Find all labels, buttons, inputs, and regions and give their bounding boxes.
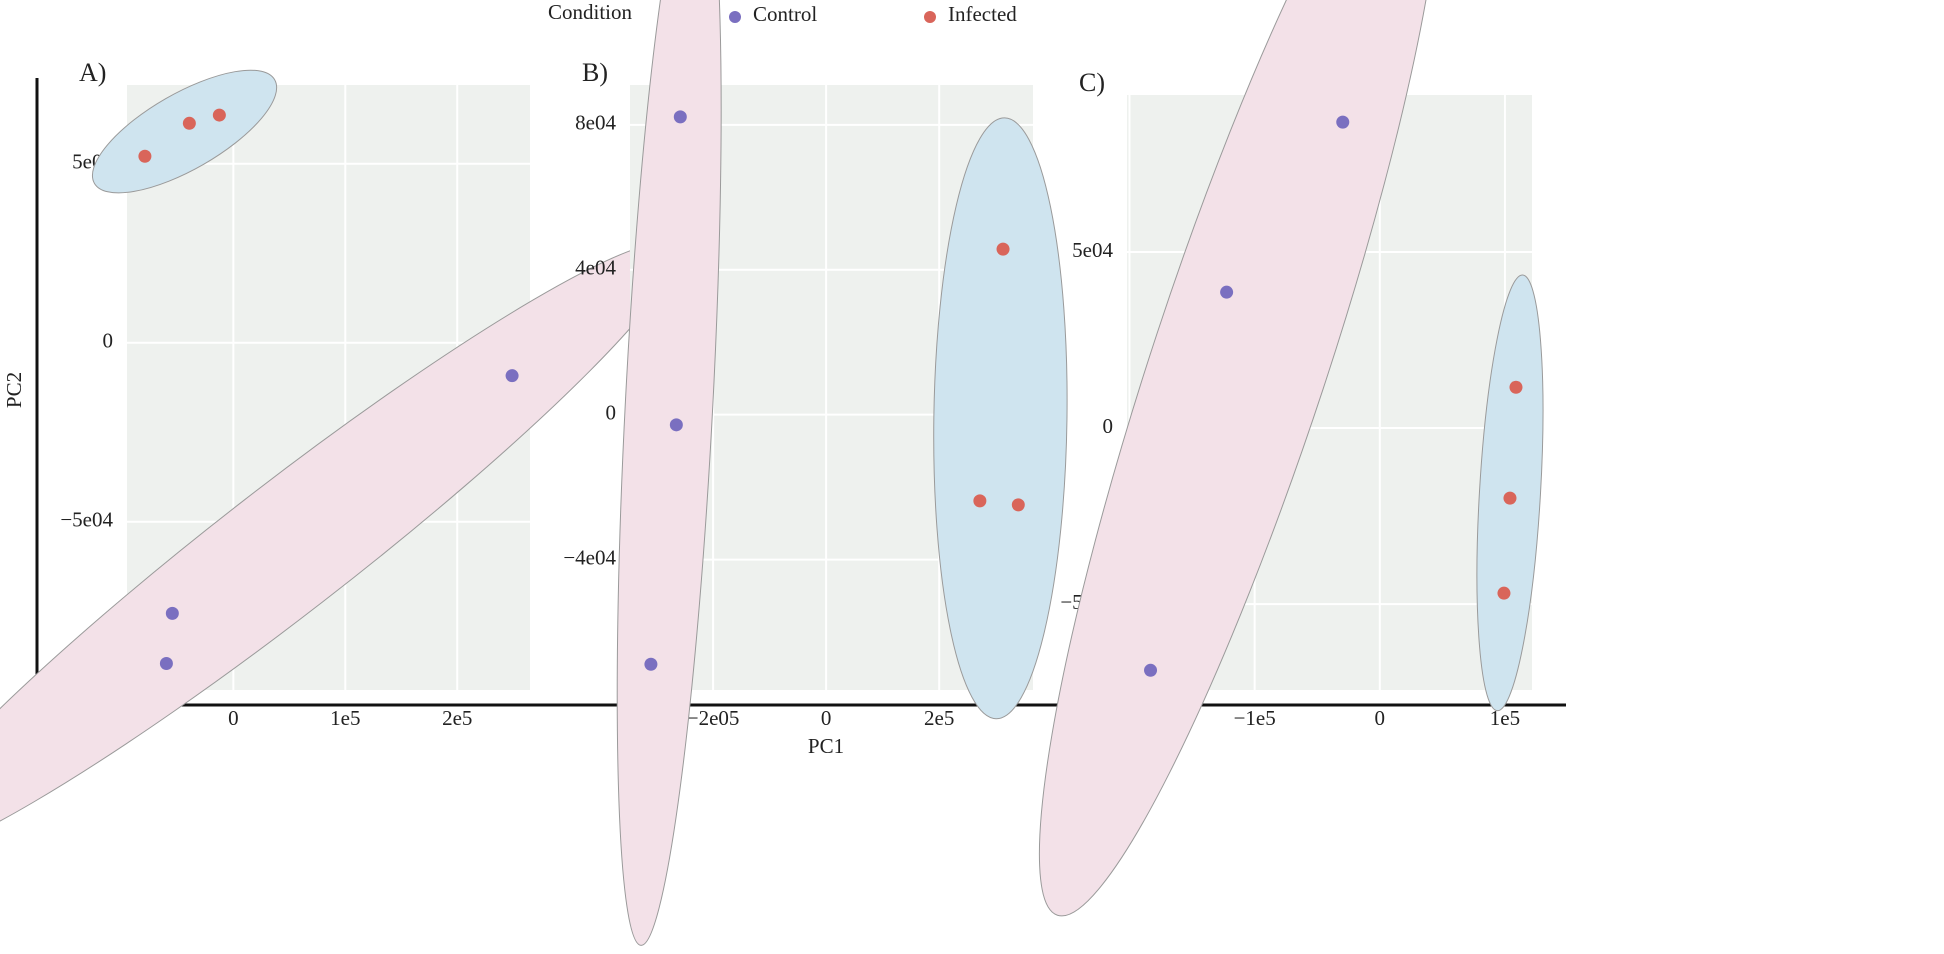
data-point xyxy=(159,657,173,671)
confidence-ellipse xyxy=(933,117,1068,720)
y-tick-label: −4e04 xyxy=(563,545,616,569)
panel-label: C) xyxy=(1079,68,1105,97)
y-axis-title: PC2 xyxy=(2,372,26,408)
y-tick-label: −5e04 xyxy=(60,508,113,532)
legend-label: Control xyxy=(753,2,817,26)
data-point xyxy=(1497,586,1511,600)
x-axis-title: PC1 xyxy=(808,734,844,758)
panel-label: B) xyxy=(582,58,608,87)
y-tick-label: 8e04 xyxy=(575,111,616,135)
x-tick-label: 0 xyxy=(821,706,832,730)
data-point xyxy=(644,657,658,671)
x-tick-label: 1e5 xyxy=(330,706,360,730)
data-point xyxy=(165,606,179,620)
data-point xyxy=(996,242,1010,256)
confidence-ellipse xyxy=(1038,0,1442,917)
y-tick-label: 0 xyxy=(606,400,617,424)
y-tick-label: 4e04 xyxy=(575,256,616,280)
data-point xyxy=(212,108,226,122)
data-point xyxy=(1336,115,1350,129)
confidence-ellipse xyxy=(91,69,278,194)
data-point xyxy=(1011,498,1025,512)
x-tick-label: 0 xyxy=(228,706,239,730)
legend-label: Infected xyxy=(948,2,1017,26)
x-tick-label: −2e05 xyxy=(687,706,740,730)
legend-title: Condition xyxy=(548,0,633,24)
confidence-ellipse xyxy=(616,0,722,946)
legend-swatch xyxy=(729,11,741,23)
data-point xyxy=(669,418,683,432)
data-point xyxy=(1509,380,1523,394)
data-point xyxy=(505,369,519,383)
data-point xyxy=(1220,285,1234,299)
data-point xyxy=(1144,663,1158,677)
legend-swatch xyxy=(924,11,936,23)
data-point xyxy=(182,116,196,130)
x-tick-label: −1e5 xyxy=(1234,706,1276,730)
y-tick-label: 0 xyxy=(103,329,114,353)
x-tick-label: 2e5 xyxy=(442,706,472,730)
data-point xyxy=(973,494,987,508)
y-tick-label: 0 xyxy=(1103,414,1114,438)
x-tick-label: 2e5 xyxy=(924,706,954,730)
x-tick-label: 0 xyxy=(1375,706,1386,730)
panel-label: A) xyxy=(79,58,106,87)
data-point xyxy=(1503,491,1517,505)
y-tick-label: 5e04 xyxy=(1072,238,1113,262)
data-point xyxy=(138,149,152,163)
data-point xyxy=(673,110,687,124)
